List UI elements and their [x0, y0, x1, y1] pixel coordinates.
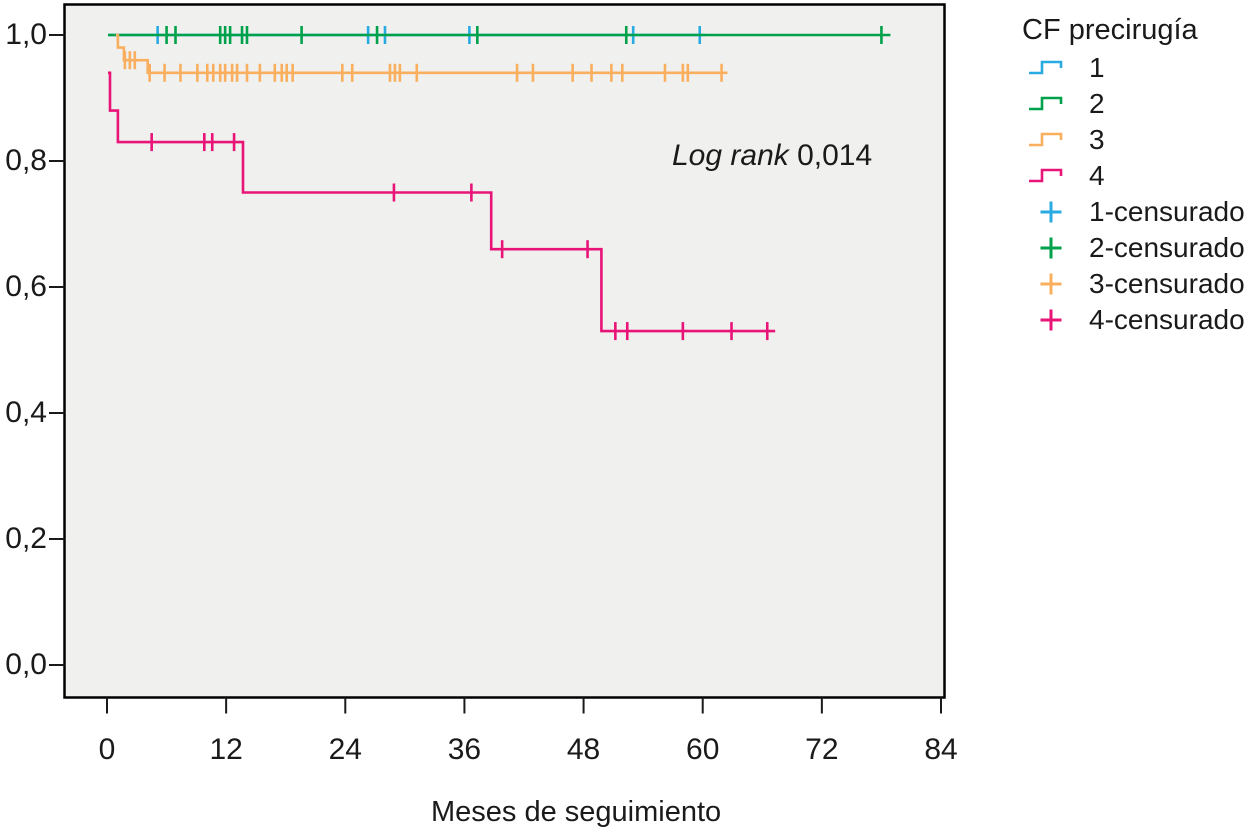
- legend-item-censored-4-label: 4-censurado: [1089, 304, 1245, 335]
- legend-items: 1 2 3 4 1-censurado 2-censurado 3-censurado 4-c…: [1006, 50, 1251, 338]
- x-tick-label: 12: [209, 733, 243, 766]
- x-tick-label: 72: [805, 733, 839, 766]
- log-rank-annotation: Log rank 0,014: [672, 139, 872, 173]
- x-tick-label: 60: [686, 733, 720, 766]
- censored-plus-icon: [1028, 272, 1074, 296]
- x-tick-label: 84: [924, 733, 958, 766]
- legend-item-group-2-label: 2: [1089, 88, 1105, 119]
- legend-item-group-1: 1: [1006, 50, 1251, 86]
- x-tick-label: 0: [98, 733, 116, 766]
- y-tick-label: 0,4: [5, 396, 47, 429]
- step-line-icon: [1028, 166, 1074, 186]
- legend-item-group-3: 3: [1006, 122, 1251, 158]
- legend-title: CF precirugía: [1022, 14, 1198, 46]
- step-line-icon: [1028, 94, 1074, 114]
- step-line-icon: [1028, 130, 1074, 150]
- legend-item-censored-4: 4-censurado: [1006, 302, 1251, 338]
- legend-item-censored-3: 3-censurado: [1006, 266, 1251, 302]
- y-tick-label: 0,0: [5, 648, 47, 681]
- censored-plus-icon: [1028, 236, 1074, 260]
- y-tick-label: 0,8: [5, 144, 47, 177]
- legend: CF precirugía 1 2 3 4 1-censurado 2-censurado…: [1006, 10, 1251, 338]
- log-rank-value: 0,014: [788, 139, 873, 172]
- censored-plus-icon: [1028, 200, 1074, 224]
- legend-item-censored-2-label: 2-censurado: [1089, 232, 1245, 263]
- plot-area: [63, 3, 946, 699]
- x-axis-title: Meses de seguimiento: [431, 796, 722, 828]
- legend-item-censored-1: 1-censurado: [1006, 194, 1251, 230]
- x-tick-label: 24: [328, 733, 362, 766]
- log-rank-label: Log rank: [672, 139, 789, 172]
- legend-item-group-2: 2: [1006, 86, 1251, 122]
- y-tick-label: 0,2: [5, 522, 47, 555]
- legend-item-group-4: 4: [1006, 158, 1251, 194]
- y-tick-label: 0,6: [5, 270, 47, 303]
- legend-item-censored-3-label: 3-censurado: [1089, 268, 1245, 299]
- legend-item-group-1-label: 1: [1089, 52, 1105, 83]
- x-tick-label: 36: [447, 733, 482, 766]
- legend-item-censored-2: 2-censurado: [1006, 230, 1251, 266]
- legend-item-group-3-label: 3: [1089, 124, 1105, 155]
- step-line-icon: [1028, 58, 1074, 78]
- censored-plus-icon: [1028, 308, 1074, 332]
- legend-item-group-4-label: 4: [1089, 160, 1105, 191]
- x-tick-label: 48: [566, 733, 601, 766]
- survival-curve-group-4: [108, 71, 776, 333]
- legend-item-censored-1-label: 1-censurado: [1089, 196, 1245, 227]
- y-tick-label: 1,0: [5, 18, 47, 51]
